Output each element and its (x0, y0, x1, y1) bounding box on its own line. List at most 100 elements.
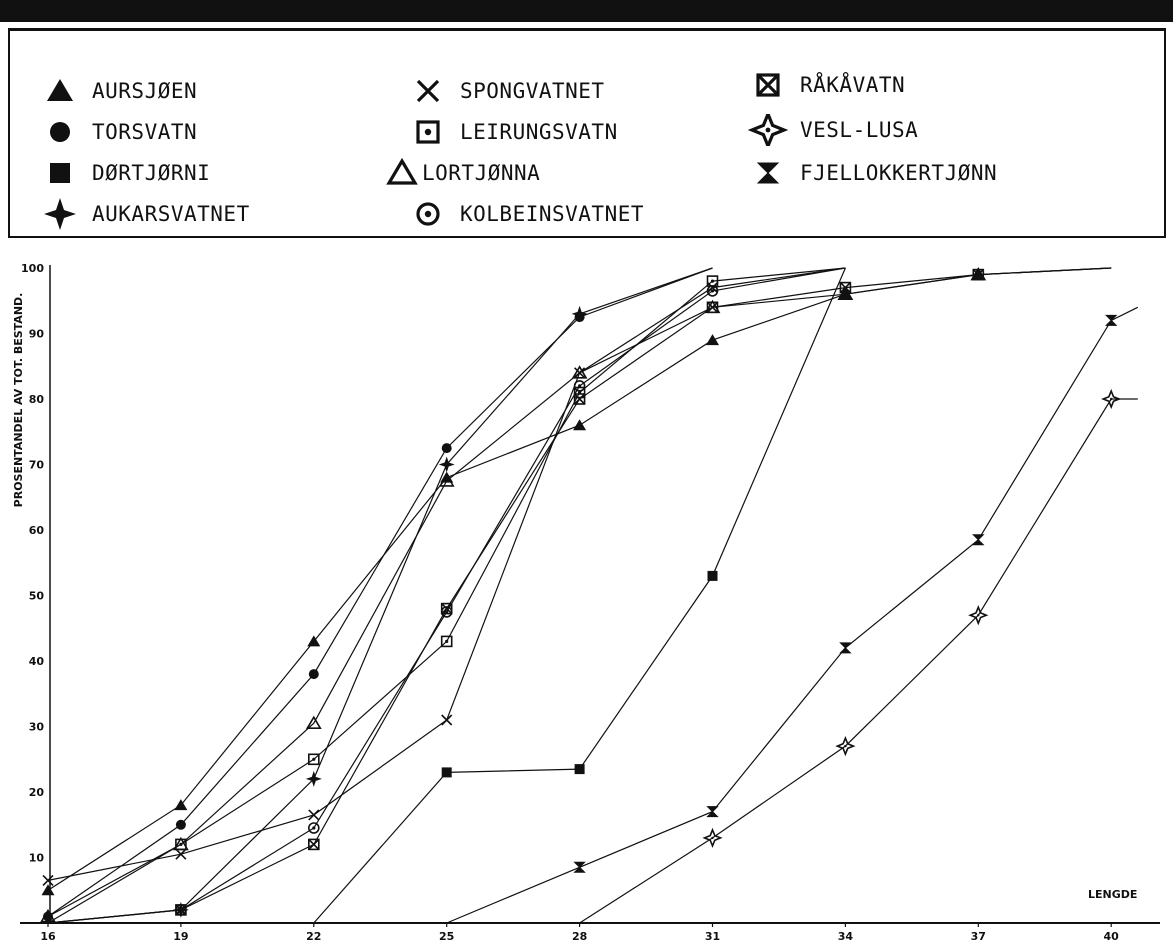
series-aukarsvatnet (47, 267, 713, 924)
data-point (440, 635, 453, 648)
series-line (47, 267, 713, 917)
data-point (573, 419, 587, 431)
legend-label: TORSVATN (92, 120, 198, 144)
data-point (175, 904, 187, 916)
legend-label: KOLBEINSVATNET (460, 202, 645, 226)
series-line (47, 267, 846, 881)
data-point (441, 767, 452, 778)
circle-dot-icon (416, 202, 440, 226)
data-point (1101, 388, 1122, 410)
x-cross-icon (416, 79, 440, 103)
y-tick-label: 10 (29, 852, 45, 865)
series-r-k-vatn (47, 267, 1112, 924)
data-point (837, 286, 854, 301)
legend-item-leirungsvatn: LEIRUNGSVATN (408, 114, 618, 150)
data-point (307, 753, 320, 766)
y-tick-label: 60 (29, 524, 45, 537)
series-layer (40, 267, 1139, 924)
data-point (42, 874, 54, 886)
series-line (47, 267, 713, 924)
data-point (706, 806, 719, 818)
data-point (707, 570, 718, 581)
triangle-filled-icon (47, 79, 73, 101)
legend-label: VESL-LUSA (800, 118, 919, 142)
top-bar (0, 0, 1173, 22)
data-point (573, 380, 586, 392)
x-tick-label: 31 (705, 930, 720, 943)
data-point (305, 770, 322, 787)
y-tick-label: 70 (29, 459, 45, 472)
y-tick-label: 50 (29, 590, 45, 603)
legend-label: AUKARSVATNET (92, 202, 250, 226)
series-line (579, 398, 1138, 924)
data-point (968, 605, 989, 626)
legend-label: AURSJØEN (92, 79, 198, 103)
data-point (706, 334, 719, 346)
legend-label: RÅKÅVATN (800, 73, 906, 97)
series-line (47, 267, 1112, 918)
y-tick-labels: 10 20 30 40 50 60 70 80 90 100 (21, 262, 44, 865)
series-vesl-lusa (579, 388, 1138, 924)
data-point (441, 714, 453, 726)
x-tick-label: 40 (1104, 930, 1120, 943)
data-point (835, 735, 856, 757)
data-point (308, 809, 320, 821)
square-x-icon (756, 73, 780, 97)
legend-label: DØRTJØRNI (92, 161, 211, 185)
data-point (1104, 314, 1118, 326)
legend-item-torsvatn: TORSVATN (40, 114, 197, 150)
data-point (438, 473, 455, 487)
data-point (307, 822, 320, 834)
legend-item-spongvatnet: SPONGVATNET (408, 73, 605, 109)
star4-open-icon (748, 114, 788, 146)
legend-item-aukarsvatnet: AUKARSVATNET (40, 196, 250, 232)
data-point (573, 861, 586, 873)
series-line (47, 267, 846, 924)
data-point (41, 884, 55, 896)
hourglass-icon (756, 162, 780, 184)
legend-item-rakavatn: RÅKÅVATN (748, 67, 905, 103)
legend-label: SPONGVATNET (460, 79, 605, 103)
data-point (574, 764, 585, 775)
y-tick-label: 80 (29, 393, 45, 406)
legend-label: LEIRUNGSVATN (460, 120, 618, 144)
series-line (446, 306, 1139, 924)
data-point (571, 365, 588, 379)
legend-item-kolbeinsvatnet: KOLBEINSVATNET (408, 196, 644, 232)
y-tick-label: 90 (29, 328, 45, 341)
data-point (440, 602, 453, 615)
data-point (175, 848, 187, 860)
data-point (307, 838, 320, 851)
data-point (972, 534, 985, 546)
data-point (174, 799, 188, 811)
data-point (571, 305, 588, 322)
x-tick-label: 16 (40, 930, 56, 943)
square-dot-icon (416, 120, 440, 144)
data-point (839, 642, 852, 654)
y-tick-label: 100 (21, 262, 44, 275)
data-point (441, 443, 452, 454)
legend-label: FJELLOKKERTJØNN (800, 161, 998, 185)
legend: AURSJØEN TORSVATN DØRTJØRNI AUKARSVATNET… (8, 28, 1166, 238)
triangle-open-icon (386, 157, 418, 185)
y-tick-label: 20 (29, 786, 45, 799)
data-point (308, 669, 319, 680)
data-point (307, 635, 321, 647)
data-point (40, 908, 56, 923)
legend-item-lortjonna: LORTJØNNA (382, 155, 540, 191)
x-tick-label: 25 (439, 930, 454, 943)
legend-label: LORTJØNNA (422, 161, 541, 185)
series-line (47, 267, 846, 924)
series-line (47, 267, 1112, 891)
series-spongvatnet (42, 267, 846, 886)
legend-item-dortjorni: DØRTJØRNI (40, 155, 210, 191)
square-filled-icon (50, 163, 70, 183)
x-tick-label: 34 (838, 930, 854, 943)
data-point (305, 715, 322, 730)
legend-item-fjellokkertjonn: FJELLOKKERTJØNN (748, 155, 997, 191)
series-lortj-nna (40, 267, 1112, 923)
data-point (702, 827, 723, 849)
data-point (573, 393, 586, 405)
y-axis-label: PROSENTANDEL AV TOT. BESTAND. (12, 293, 25, 508)
